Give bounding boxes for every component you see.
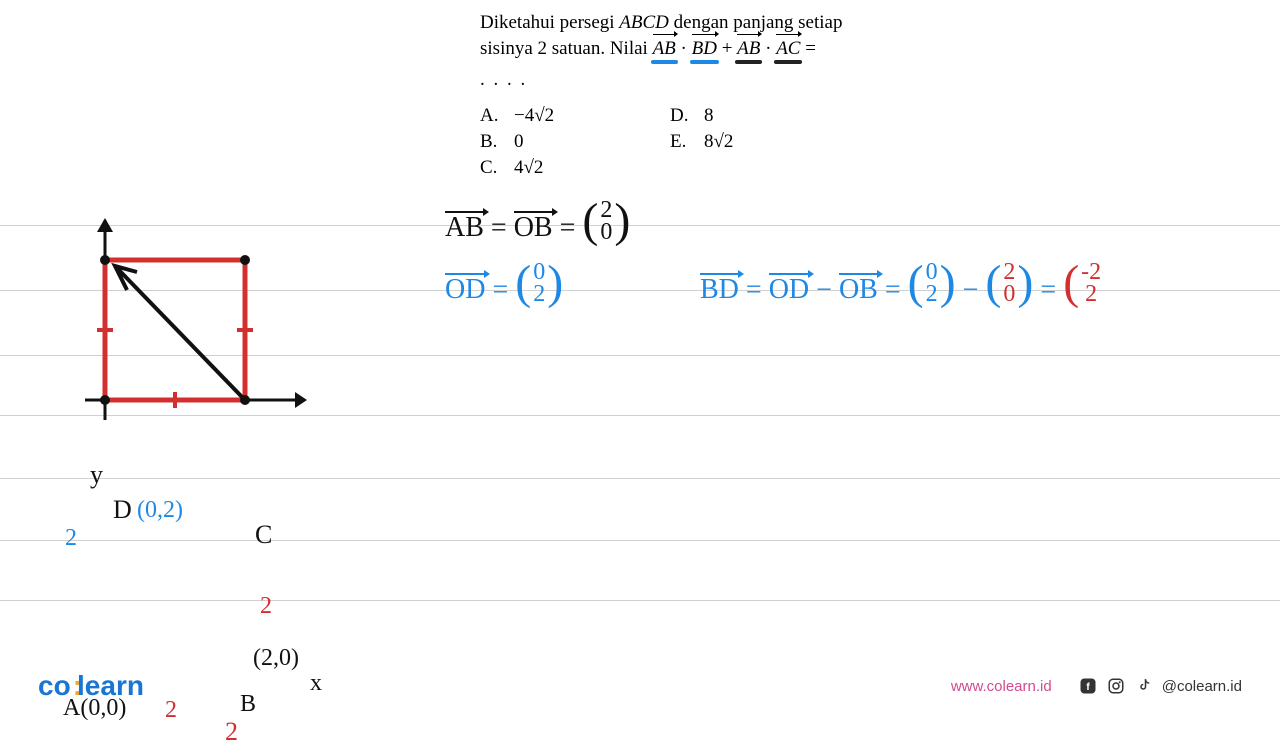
social-icons: f @colearn.id [1078,676,1242,696]
label-D-coord: (0,2) [137,497,183,524]
answer-options: A.−4√2 D.8 B.0 E.8√2 C.4√2 [480,105,860,183]
text: Diketahui persegi [480,12,619,33]
label-y: y [90,460,103,490]
footer-right: www.colearn.id f @colearn.id [951,676,1242,696]
problem-dots: . . . . [480,67,1000,93]
vec-OB: OB [839,274,878,306]
option-c-value: 4√2 [514,157,543,179]
num: 2 [533,284,545,306]
option-d: D.8 [670,105,860,127]
option-c: C.4√2 [480,157,670,179]
vec-bd: BD [692,36,717,62]
label-B-coord: (2,0) [253,645,299,672]
problem-line1: Diketahui persegi ABCD dengan panjang se… [480,10,1000,36]
num: 0 [1003,284,1015,306]
svg-text:f: f [1086,681,1090,693]
label-2: 2 [225,717,238,747]
vec-ab2: AB [737,36,760,62]
problem-line2: sisinya 2 satuan. Nilai AB · BD + AB · A… [480,36,1000,62]
option-a-value: −4√2 [514,105,554,127]
footer-handle: @colearn.id [1162,678,1242,695]
option-e-value: 8√2 [704,131,733,153]
num: 2 [926,284,938,306]
footer: co:learn www.colearn.id f @colearn.id [0,670,1280,702]
coordinate-diagram: y x A(0,0) B (2,0) C D (0,2) 2 2 2 2 [45,190,335,470]
label-D: D [113,495,132,525]
vec-ab: AB [653,36,676,62]
problem-statement: Diketahui persegi ABCD dengan panjang se… [480,10,1000,93]
label-2: 2 [260,593,272,620]
num: 0 [600,222,612,244]
work-eq2: OD = (02) [445,262,563,306]
label-2: 2 [65,525,77,552]
vec-OD: OD [769,274,809,306]
text-abcd: ABCD [619,12,669,33]
label-C: C [255,520,272,550]
logo-learn: learn [77,670,144,701]
option-a: A.−4√2 [480,105,670,127]
text: = [800,38,815,59]
num: 2 [1081,284,1101,306]
option-b-value: 0 [514,131,524,153]
facebook-icon: f [1078,676,1098,696]
vec-BD: BD [700,274,739,306]
logo-co: co [38,670,71,701]
text: sisinya 2 satuan. Nilai [480,38,653,59]
text: dengan panjang setiap [669,12,843,33]
text: · [676,38,692,59]
vec-ac: AC [776,36,800,62]
vec-OB: OB [514,212,553,244]
text: · [760,38,776,59]
vec-AB: AB [445,212,484,244]
work-eq1: AB = OB = (20) [445,200,630,244]
logo: co:learn [38,670,144,702]
instagram-icon [1106,676,1126,696]
vec-OD: OD [445,274,485,306]
option-d-value: 8 [704,105,714,127]
option-b: B.0 [480,131,670,153]
option-e: E.8√2 [670,131,860,153]
tiktok-icon [1134,676,1154,696]
footer-url: www.colearn.id [951,678,1052,695]
diagram-svg [45,190,335,470]
work-eq3: BD = OD − OB = (02) − (20) = (-22 [700,262,1103,306]
text: + [717,38,737,59]
